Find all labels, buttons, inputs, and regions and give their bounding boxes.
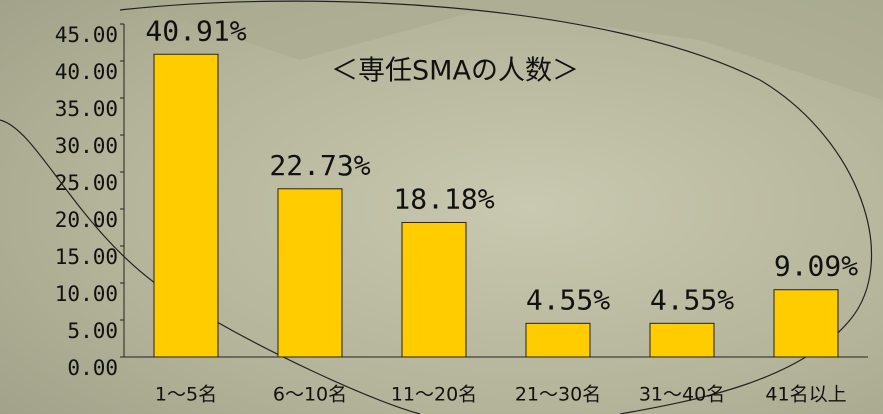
x-tick-label: 1～5名 [155,384,217,406]
chart: ＜専任SMAの人数＞ 0.00 5.00 10.00 15.00 20.00 25.00 3… [0,0,883,414]
bar [650,323,714,357]
x-tick-label: 41名以上 [765,384,846,406]
x-tick-label: 6～10名 [273,384,347,406]
bar [774,290,838,357]
value-label: 4.55% [526,283,610,316]
value-label: 22.73% [269,149,370,182]
y-tick-label: 5.00 [67,319,118,343]
y-tick-label: 25.00 [55,171,118,195]
value-label: 40.91% [145,14,246,47]
value-label: 4.55% [650,283,734,316]
y-tick-label: 0.00 [67,356,118,380]
value-label: 9.09% [774,250,858,283]
x-tick-label: 31～40名 [639,384,725,406]
bar [278,189,342,357]
y-tick-label: 10.00 [55,282,118,306]
y-tick-label: 35.00 [55,97,118,121]
bar [402,222,466,357]
value-label: 18.18% [393,182,494,215]
y-tick-label: 20.00 [55,208,118,232]
y-tick-label: 45.00 [55,23,118,47]
y-tick-label: 15.00 [55,245,118,269]
bar [154,54,218,357]
x-tick-label: 11～20名 [391,384,477,406]
chart-title: ＜専任SMAの人数＞ [331,56,579,87]
bar [526,323,590,357]
y-tick-label: 40.00 [55,60,118,84]
x-tick-label: 21～30名 [515,384,601,406]
y-tick-label: 30.00 [55,134,118,158]
